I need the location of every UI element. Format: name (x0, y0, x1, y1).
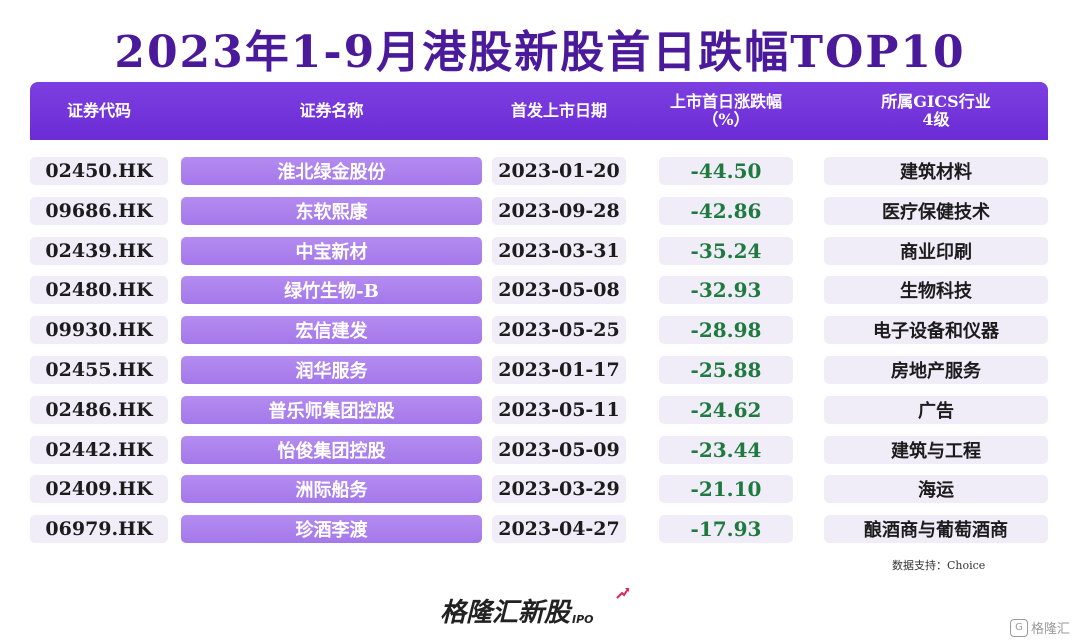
cell-date: 2023-01-20 (492, 157, 626, 185)
table-row: 02439.HK 中宝新材 2023-03-31 -35.24 商业印刷 (0, 237, 1080, 267)
table-header: 证券代码 证券名称 首发上市日期 上市首日涨跌幅 （%） 所属GICS行业 4级 (30, 82, 1048, 140)
cell-change: -23.44 (659, 436, 793, 464)
table-row: 06979.HK 珍酒李渡 2023-04-27 -17.93 酿酒商与葡萄酒商 (0, 515, 1080, 545)
table-row: 02480.HK 绿竹生物-B 2023-05-08 -32.93 生物科技 (0, 276, 1080, 306)
table-row: 09686.HK 东软熙康 2023-09-28 -42.86 医疗保健技术 (0, 197, 1080, 227)
cell-industry: 建筑材料 (824, 157, 1048, 185)
cell-industry: 广告 (824, 396, 1048, 424)
cell-change: -21.10 (659, 475, 793, 503)
cell-date: 2023-03-31 (492, 237, 626, 265)
table-row: 02450.HK 淮北绿金股份 2023-01-20 -44.50 建筑材料 (0, 157, 1080, 187)
cell-date: 2023-01-17 (492, 356, 626, 384)
cell-industry: 电子设备和仪器 (824, 316, 1048, 344)
cell-code: 02409.HK (30, 475, 168, 503)
cell-name: 珍酒李渡 (181, 515, 482, 543)
brand-logo-sub: IPO (572, 613, 594, 626)
cell-name: 淮北绿金股份 (181, 157, 482, 185)
cell-name: 绿竹生物-B (181, 276, 482, 304)
cell-code: 02480.HK (30, 276, 168, 304)
cell-industry: 医疗保健技术 (824, 197, 1048, 225)
cell-code: 02455.HK (30, 356, 168, 384)
cell-change: -28.98 (659, 316, 793, 344)
cell-code: 09930.HK (30, 316, 168, 344)
watermark-text: 格隆汇 (1030, 622, 1070, 637)
cell-name: 东软熙康 (181, 197, 482, 225)
cell-date: 2023-04-27 (492, 515, 626, 543)
cell-industry: 生物科技 (824, 276, 1048, 304)
cell-date: 2023-05-09 (492, 436, 626, 464)
watermark: G 格隆汇 (1009, 618, 1070, 637)
cell-name: 普乐师集团控股 (181, 396, 482, 424)
cell-code: 02442.HK (30, 436, 168, 464)
column-header-change: 上市首日涨跌幅 （%） (669, 92, 782, 129)
column-header-date: 首发上市日期 (510, 101, 607, 120)
cell-change: -35.24 (659, 237, 793, 265)
cell-industry: 酿酒商与葡萄酒商 (824, 515, 1048, 543)
brand-logo-text: 格隆汇新股 (440, 598, 571, 628)
table-row: 02486.HK 普乐师集团控股 2023-05-11 -24.62 广告 (0, 396, 1080, 426)
cell-name: 宏信建发 (181, 316, 482, 344)
cell-date: 2023-09-28 (492, 197, 626, 225)
cell-change: -42.86 (659, 197, 793, 225)
table-row: 02455.HK 润华服务 2023-01-17 -25.88 房地产服务 (0, 356, 1080, 386)
table-row: 02409.HK 洲际船务 2023-03-29 -21.10 海运 (0, 475, 1080, 505)
cell-industry: 海运 (824, 475, 1048, 503)
cell-date: 2023-03-29 (492, 475, 626, 503)
watermark-badge: G (1009, 618, 1028, 637)
cell-code: 06979.HK (30, 515, 168, 543)
cell-industry: 商业印刷 (824, 237, 1048, 265)
rising-arrow-icon (616, 588, 629, 599)
cell-code: 09686.HK (30, 197, 168, 225)
cell-change: -25.88 (659, 356, 793, 384)
cell-industry: 房地产服务 (824, 356, 1048, 384)
column-header-name: 证券名称 (299, 101, 364, 120)
cell-name: 润华服务 (181, 356, 482, 384)
column-header-industry: 所属GICS行业 4级 (881, 92, 991, 129)
source-note: 数据支持：Choice (892, 559, 986, 572)
cell-date: 2023-05-11 (492, 396, 626, 424)
cell-date: 2023-05-08 (492, 276, 626, 304)
cell-industry: 建筑与工程 (824, 436, 1048, 464)
cell-name: 怡俊集团控股 (181, 436, 482, 464)
cell-change: -17.93 (659, 515, 793, 543)
cell-change: -32.93 (659, 276, 793, 304)
table-row: 02442.HK 怡俊集团控股 2023-05-09 -23.44 建筑与工程 (0, 436, 1080, 466)
cell-code: 02439.HK (30, 237, 168, 265)
cell-date: 2023-05-25 (492, 316, 626, 344)
cell-code: 02486.HK (30, 396, 168, 424)
cell-name: 洲际船务 (181, 475, 482, 503)
cell-code: 02450.HK (30, 157, 168, 185)
cell-change: -44.50 (659, 157, 793, 185)
brand-logo: 格隆汇新股 IPO (440, 588, 629, 629)
column-header-code: 证券代码 (66, 101, 131, 120)
table-row: 09930.HK 宏信建发 2023-05-25 -28.98 电子设备和仪器 (0, 316, 1080, 346)
cell-change: -24.62 (659, 396, 793, 424)
page-title: 2023年1-9月港股新股首日跌幅TOP10 (114, 27, 966, 78)
cell-name: 中宝新材 (181, 237, 482, 265)
